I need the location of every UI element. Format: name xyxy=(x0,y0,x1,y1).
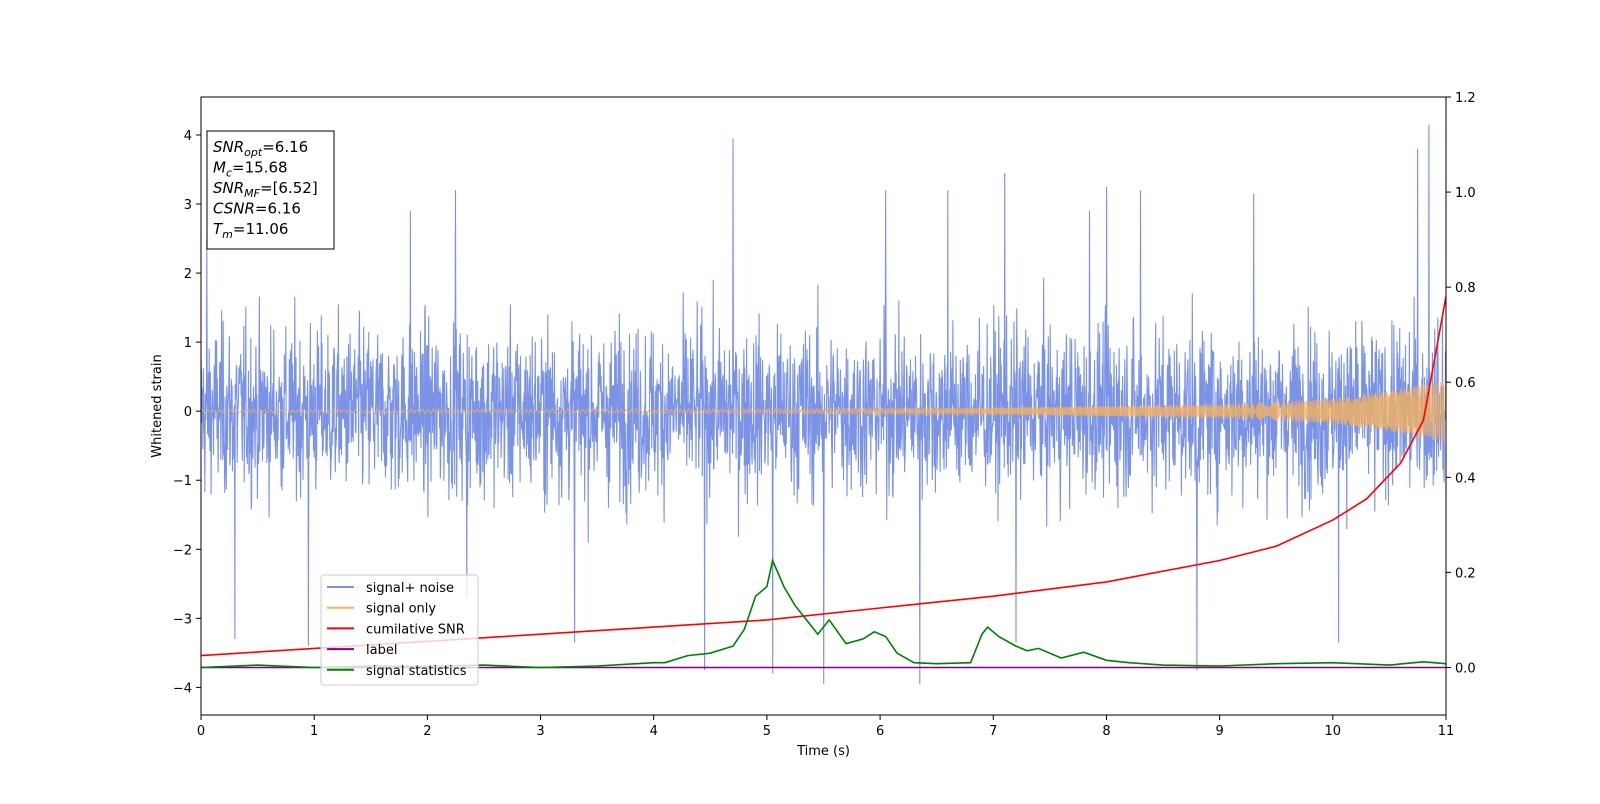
y-tick-label-left: −1 xyxy=(173,474,192,489)
y-tick-label-left: 4 xyxy=(184,129,192,144)
x-tick-label: 10 xyxy=(1325,724,1342,739)
info-line: Mc=15.68 xyxy=(213,159,288,180)
x-tick-label: 0 xyxy=(197,724,205,739)
y-tick-label-left: 1 xyxy=(184,336,192,351)
x-tick-label: 5 xyxy=(763,724,771,739)
series-signal-only-line xyxy=(201,380,1446,442)
y-tick-label-left: −3 xyxy=(173,612,192,627)
y-tick-label-right: 0.8 xyxy=(1455,281,1476,296)
info-box: SNRopt=6.16Mc=15.68SNRMF=[6.52]CSNR=6.16… xyxy=(206,130,335,250)
axes-frame xyxy=(200,96,1447,716)
legend-label: cumilative SNR xyxy=(366,622,465,637)
x-tick-label: 2 xyxy=(423,724,431,739)
y-tick-label-left: 2 xyxy=(184,267,192,282)
legend-frame xyxy=(320,574,479,686)
legend-label: signal+ noise xyxy=(366,581,454,596)
legend-label: signal only xyxy=(366,602,436,617)
y-axis-right: 0.0 0.2 0.4 0.6 0.8 1.0 1.2 xyxy=(1446,91,1476,676)
x-tick-label: 11 xyxy=(1438,724,1455,739)
x-tick-label: 1 xyxy=(310,724,318,739)
y-tick-label-left: 3 xyxy=(184,198,192,213)
y-tick-label-right: 0.4 xyxy=(1455,471,1476,486)
y-axis-label: Whitened strain xyxy=(150,354,165,457)
x-tick-label: 8 xyxy=(1102,724,1110,739)
x-tick-label: 6 xyxy=(876,724,884,739)
x-tick-label: 4 xyxy=(650,724,658,739)
y-tick-label-right: 1.2 xyxy=(1455,91,1476,106)
y-tick-label-right: 0.0 xyxy=(1455,661,1476,676)
legend: signal+ noise signal only cumilative SNR la… xyxy=(320,574,479,686)
legend-label: label xyxy=(366,643,397,658)
y-axis-left: −4 −3 −2 −1 0 1 2 3 4 xyxy=(173,129,201,696)
info-line: CSNR=6.16 xyxy=(213,200,301,218)
x-tick-label: 7 xyxy=(989,724,997,739)
info-box-frame xyxy=(206,130,335,250)
legend-label: signal statistics xyxy=(366,664,467,679)
y-tick-label-left: 0 xyxy=(184,405,192,420)
x-axis: 0 1 2 3 4 5 6 7 8 9 10 11 xyxy=(197,715,1454,739)
y-tick-label-right: 1.0 xyxy=(1455,186,1476,201)
x-tick-label: 9 xyxy=(1215,724,1223,739)
x-axis-label: Time (s) xyxy=(796,744,850,759)
series-cumilative-snr-line xyxy=(201,296,1446,657)
series-signal-statistics-line xyxy=(201,557,1446,669)
series-signal-noise-line xyxy=(201,124,1446,684)
y-tick-label-left: −4 xyxy=(173,681,192,696)
info-line: Tm=11.06 xyxy=(213,220,288,241)
y-tick-label-left: −2 xyxy=(173,543,192,558)
y-tick-label-right: 0.2 xyxy=(1455,566,1476,581)
info-line: SNRopt=6.16 xyxy=(213,138,308,159)
y-tick-label-right: 0.6 xyxy=(1455,376,1476,391)
info-line: SNRMF=[6.52] xyxy=(213,179,318,200)
x-tick-label: 3 xyxy=(536,724,544,739)
